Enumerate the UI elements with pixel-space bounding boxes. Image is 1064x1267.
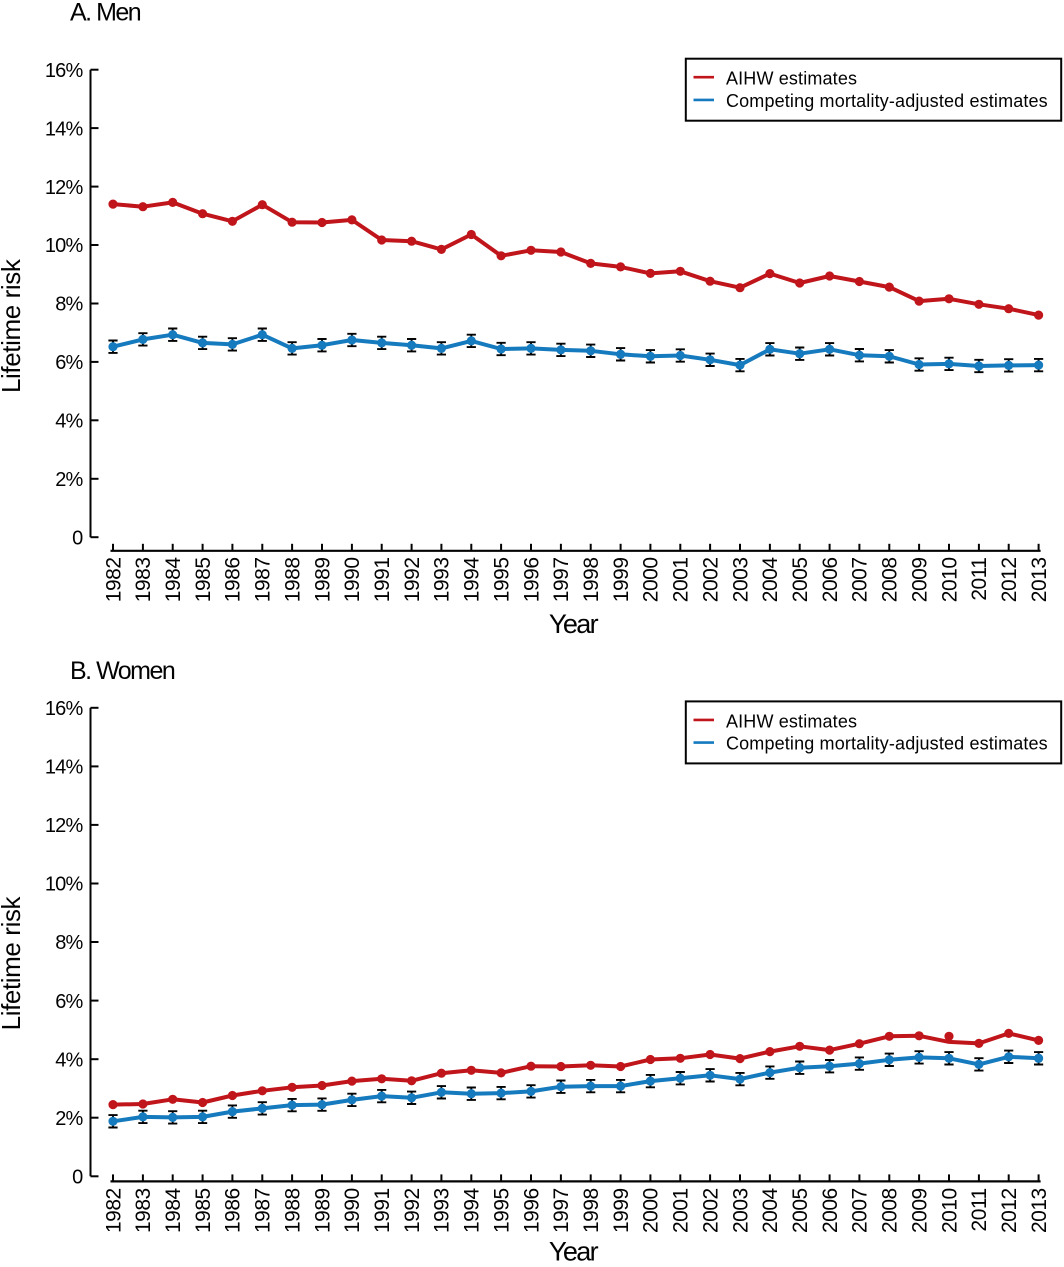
svg-text:8%: 8% bbox=[55, 294, 83, 316]
svg-text:1985: 1985 bbox=[192, 558, 215, 603]
svg-text:1993: 1993 bbox=[431, 558, 454, 603]
svg-text:1997: 1997 bbox=[550, 1188, 573, 1233]
svg-text:Year: Year bbox=[549, 609, 599, 639]
svg-text:12%: 12% bbox=[45, 815, 84, 837]
svg-text:2010: 2010 bbox=[938, 1188, 961, 1233]
svg-text:1996: 1996 bbox=[520, 558, 543, 603]
svg-text:0: 0 bbox=[72, 1167, 83, 1189]
svg-text:1998: 1998 bbox=[580, 1188, 603, 1233]
svg-text:4%: 4% bbox=[55, 411, 83, 433]
svg-text:1994: 1994 bbox=[461, 557, 484, 603]
svg-text:1999: 1999 bbox=[610, 558, 633, 603]
svg-text:1999: 1999 bbox=[610, 1188, 633, 1233]
svg-text:2008: 2008 bbox=[879, 558, 902, 603]
svg-text:2013: 2013 bbox=[1028, 1188, 1051, 1233]
svg-text:1988: 1988 bbox=[281, 558, 304, 603]
svg-text:2005: 2005 bbox=[789, 1188, 812, 1233]
svg-text:1997: 1997 bbox=[550, 558, 573, 603]
svg-text:2012: 2012 bbox=[998, 1188, 1021, 1233]
svg-text:Competing mortality-adjusted e: Competing mortality-adjusted estimates bbox=[726, 91, 1048, 111]
svg-text:1982: 1982 bbox=[102, 558, 125, 603]
svg-text:1993: 1993 bbox=[431, 1188, 454, 1233]
svg-text:2009: 2009 bbox=[908, 1188, 931, 1233]
svg-text:2001: 2001 bbox=[670, 558, 693, 603]
svg-text:1994: 1994 bbox=[461, 1187, 484, 1233]
svg-text:2008: 2008 bbox=[879, 1188, 902, 1233]
svg-text:2004: 2004 bbox=[759, 557, 782, 603]
svg-text:Year: Year bbox=[549, 1237, 599, 1262]
svg-text:B. Women: B. Women bbox=[70, 657, 175, 685]
svg-text:1990: 1990 bbox=[341, 1188, 364, 1233]
svg-text:2%: 2% bbox=[55, 469, 83, 491]
svg-text:1992: 1992 bbox=[401, 558, 424, 603]
svg-text:AIHW estimates: AIHW estimates bbox=[726, 711, 857, 731]
svg-text:2009: 2009 bbox=[908, 558, 931, 603]
svg-text:2013: 2013 bbox=[1028, 558, 1051, 603]
svg-text:1983: 1983 bbox=[132, 558, 155, 603]
svg-text:16%: 16% bbox=[45, 60, 84, 82]
svg-text:Competing mortality-adjusted e: Competing mortality-adjusted estimates bbox=[726, 734, 1048, 754]
svg-text:1983: 1983 bbox=[132, 1188, 155, 1233]
svg-text:16%: 16% bbox=[45, 698, 84, 720]
svg-text:4%: 4% bbox=[55, 1049, 83, 1071]
svg-text:2003: 2003 bbox=[729, 558, 752, 603]
svg-text:1987: 1987 bbox=[252, 1188, 275, 1233]
svg-text:1985: 1985 bbox=[192, 1188, 215, 1233]
svg-text:1991: 1991 bbox=[371, 558, 394, 603]
svg-text:1986: 1986 bbox=[222, 1188, 245, 1233]
svg-text:1998: 1998 bbox=[580, 558, 603, 603]
svg-text:1996: 1996 bbox=[520, 1188, 543, 1233]
svg-text:2005: 2005 bbox=[789, 558, 812, 603]
svg-text:14%: 14% bbox=[45, 757, 84, 779]
svg-text:1984: 1984 bbox=[162, 557, 185, 603]
svg-text:12%: 12% bbox=[45, 177, 84, 199]
svg-text:1995: 1995 bbox=[490, 558, 513, 603]
svg-text:1995: 1995 bbox=[490, 1188, 513, 1233]
svg-text:2002: 2002 bbox=[699, 1188, 722, 1233]
svg-text:1989: 1989 bbox=[311, 1188, 334, 1233]
svg-text:Lifetime risk: Lifetime risk bbox=[0, 258, 26, 393]
svg-text:2004: 2004 bbox=[759, 1187, 782, 1233]
svg-text:2010: 2010 bbox=[938, 558, 961, 603]
svg-text:2%: 2% bbox=[55, 1108, 83, 1130]
svg-text:0: 0 bbox=[72, 527, 83, 549]
svg-text:1982: 1982 bbox=[102, 1188, 125, 1233]
svg-text:A. Men: A. Men bbox=[70, 0, 141, 26]
svg-text:1984: 1984 bbox=[162, 1187, 185, 1233]
svg-text:1987: 1987 bbox=[252, 558, 275, 603]
svg-text:2011: 2011 bbox=[968, 558, 991, 601]
svg-text:2002: 2002 bbox=[699, 558, 722, 603]
svg-text:2000: 2000 bbox=[640, 558, 663, 603]
svg-text:1986: 1986 bbox=[222, 558, 245, 603]
svg-text:14%: 14% bbox=[45, 118, 84, 140]
svg-text:6%: 6% bbox=[55, 352, 83, 374]
svg-text:8%: 8% bbox=[55, 932, 83, 954]
svg-text:2012: 2012 bbox=[998, 558, 1021, 603]
svg-text:2007: 2007 bbox=[849, 558, 872, 603]
svg-text:1988: 1988 bbox=[281, 1188, 304, 1233]
svg-text:6%: 6% bbox=[55, 991, 83, 1013]
svg-text:AIHW estimates: AIHW estimates bbox=[726, 69, 857, 89]
svg-text:1989: 1989 bbox=[311, 558, 334, 603]
svg-text:2007: 2007 bbox=[849, 1188, 872, 1233]
svg-text:1991: 1991 bbox=[371, 1188, 394, 1233]
svg-text:2003: 2003 bbox=[729, 1188, 752, 1233]
svg-text:2006: 2006 bbox=[819, 1188, 842, 1233]
svg-text:10%: 10% bbox=[45, 235, 84, 257]
svg-text:2006: 2006 bbox=[819, 558, 842, 603]
svg-text:1992: 1992 bbox=[401, 1188, 424, 1233]
svg-text:2001: 2001 bbox=[670, 1188, 693, 1233]
svg-text:Lifetime risk: Lifetime risk bbox=[0, 895, 26, 1030]
svg-text:1990: 1990 bbox=[341, 558, 364, 603]
svg-text:2000: 2000 bbox=[640, 1188, 663, 1233]
svg-text:2011: 2011 bbox=[968, 1188, 991, 1231]
svg-text:10%: 10% bbox=[45, 874, 84, 896]
